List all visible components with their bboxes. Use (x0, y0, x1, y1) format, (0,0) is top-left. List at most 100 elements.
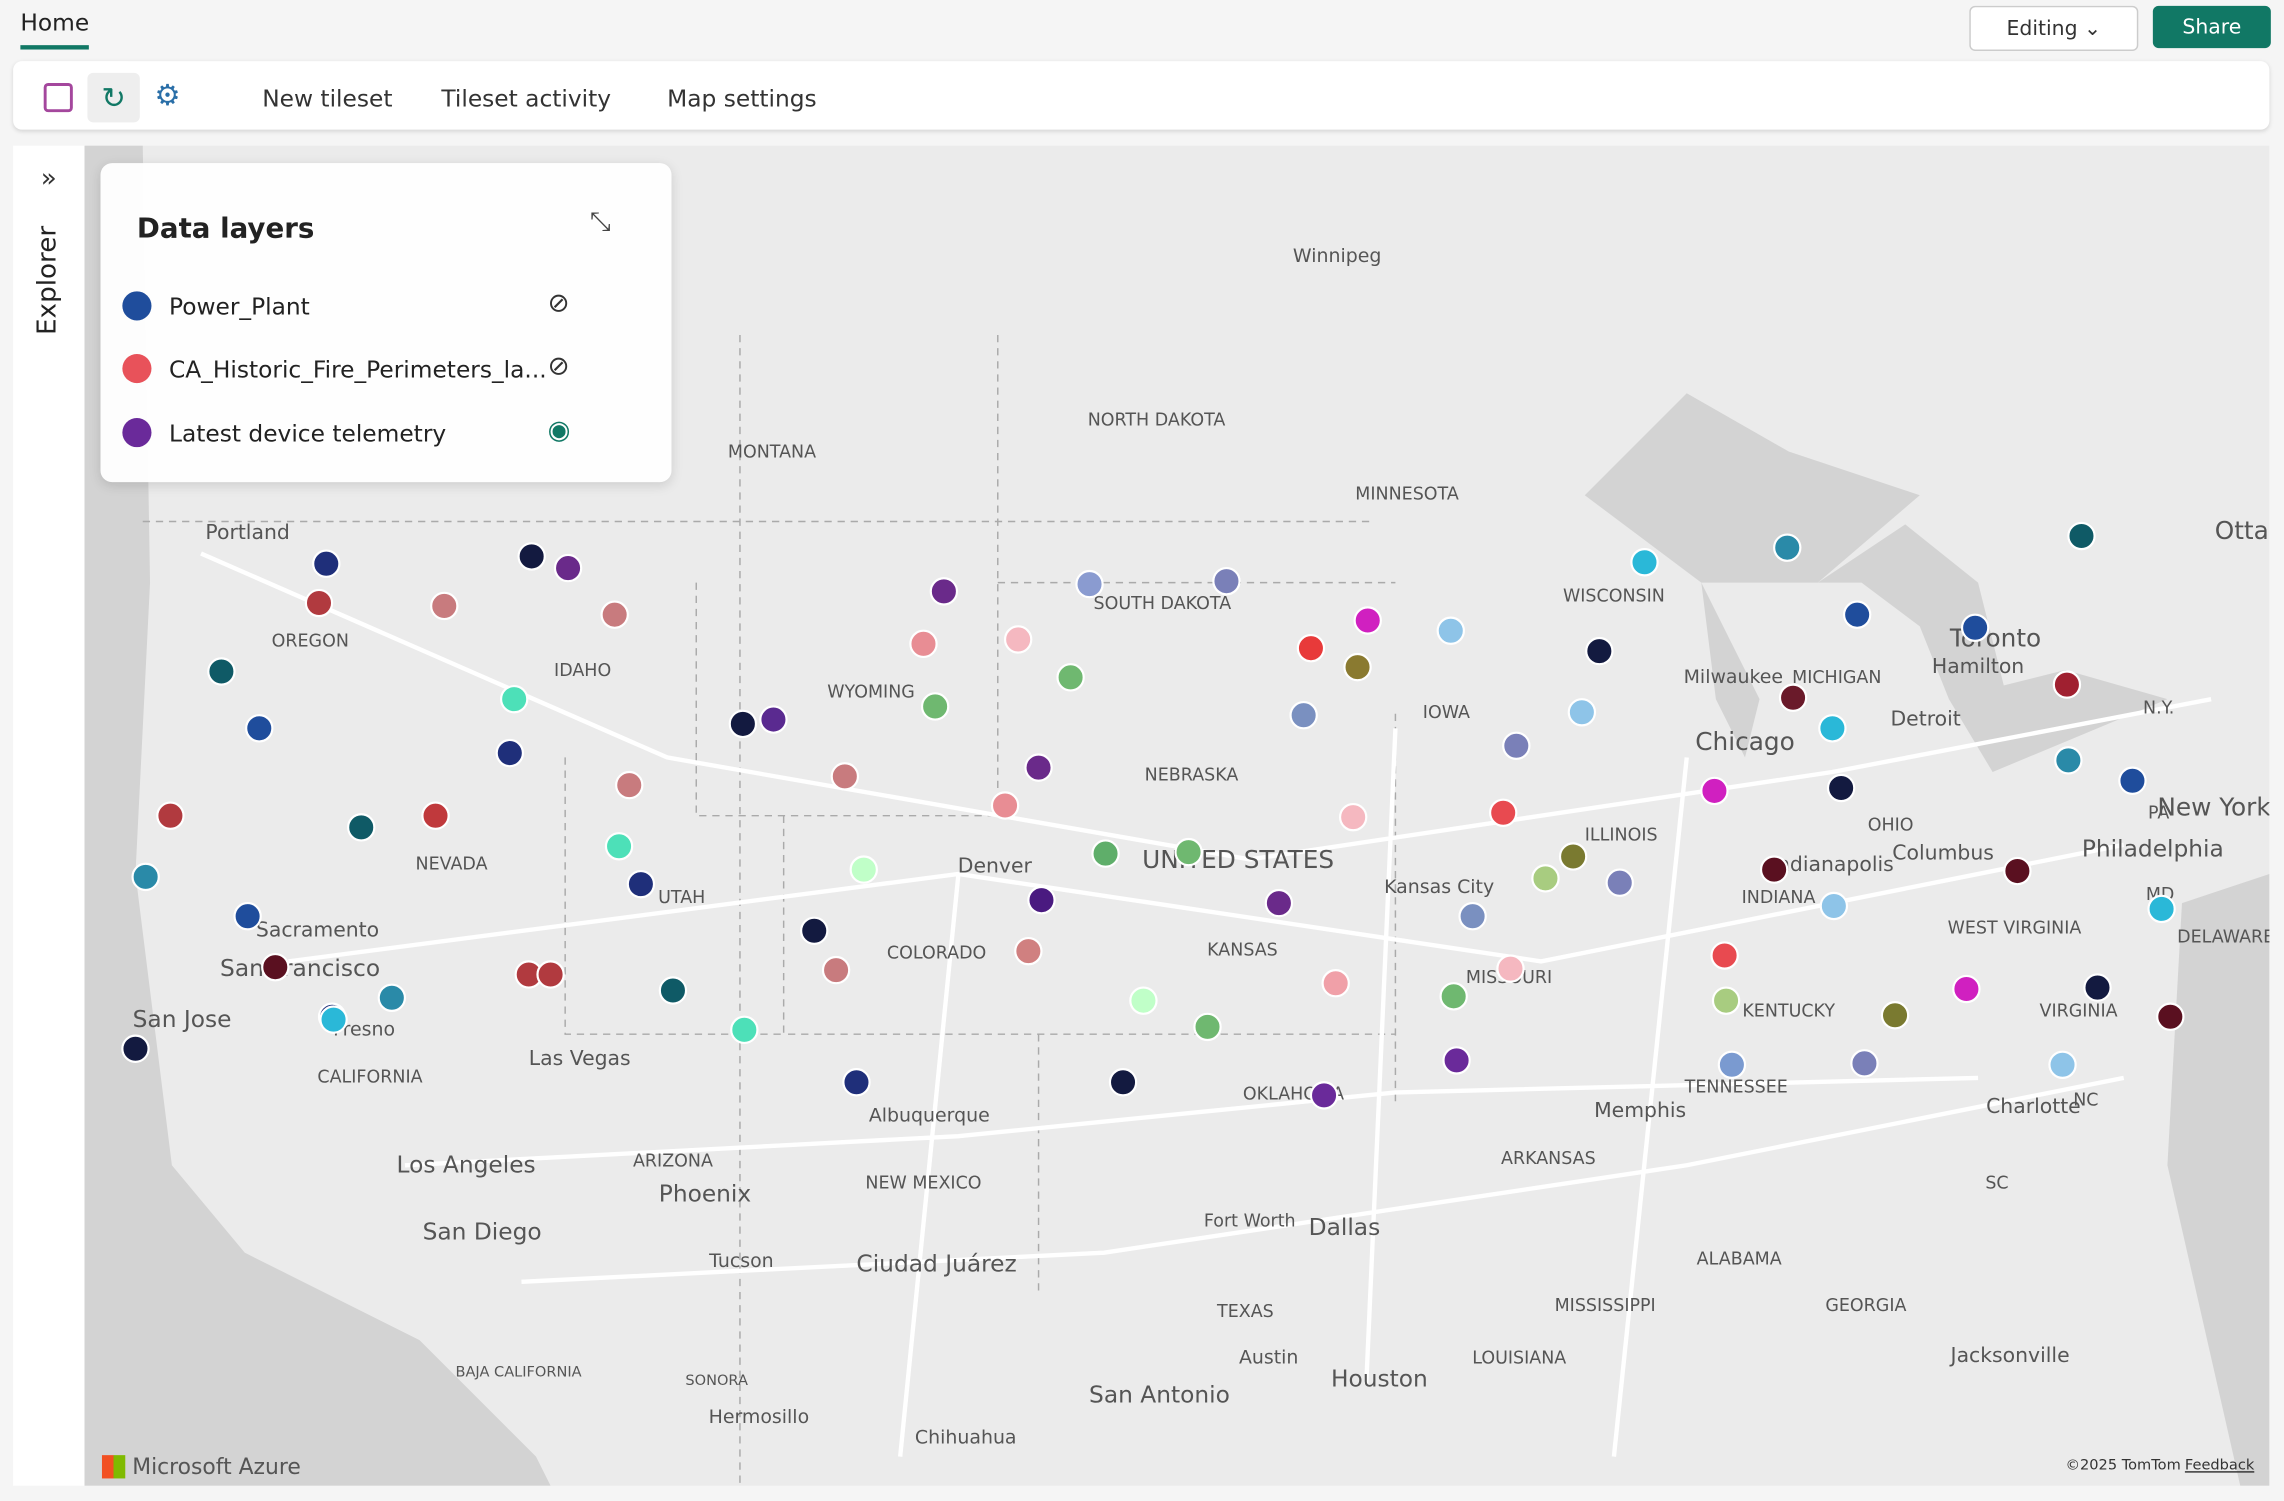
layer-name[interactable]: Latest device telemetry (168, 419, 447, 448)
device-marker[interactable] (347, 813, 376, 842)
device-marker[interactable] (1880, 1001, 1910, 1030)
device-marker[interactable] (1338, 802, 1368, 832)
device-marker[interactable] (1850, 1049, 1879, 1078)
device-marker[interactable] (600, 600, 629, 629)
device-marker[interactable] (1091, 839, 1120, 868)
device-marker[interactable] (615, 770, 644, 800)
device-marker[interactable] (261, 952, 290, 982)
device-marker[interactable] (1489, 798, 1518, 827)
device-marker[interactable] (1075, 569, 1104, 599)
device-marker[interactable] (728, 709, 758, 739)
editing-button[interactable]: Editing ⌄ (1969, 5, 2139, 51)
device-marker[interactable] (1496, 954, 1525, 983)
device-marker[interactable] (1296, 633, 1326, 663)
layer-name[interactable]: CA_Historic_Fire_Perimeters_la... (168, 355, 547, 384)
device-marker[interactable] (495, 738, 525, 768)
device-marker[interactable] (1502, 731, 1531, 760)
device-marker[interactable] (604, 832, 634, 861)
device-marker[interactable] (1174, 837, 1203, 867)
device-marker[interactable] (1700, 776, 1729, 806)
device-marker[interactable] (849, 855, 878, 884)
tileset-activity[interactable]: Tileset activity (441, 84, 612, 113)
device-marker[interactable] (245, 714, 274, 743)
device-marker[interactable] (1960, 613, 1990, 642)
device-marker[interactable] (920, 692, 950, 721)
device-marker[interactable] (1014, 936, 1043, 966)
device-marker[interactable] (2083, 973, 2112, 1002)
device-marker[interactable] (1343, 652, 1372, 682)
device-marker[interactable] (207, 657, 236, 686)
device-marker[interactable] (1436, 616, 1465, 645)
device-marker[interactable] (1309, 1081, 1339, 1110)
device-marker[interactable] (909, 629, 938, 659)
share-button[interactable]: Share (2152, 5, 2271, 49)
feedback[interactable]: Feedback (2184, 1458, 2255, 1475)
device-marker[interactable] (1353, 606, 1382, 635)
device-marker[interactable] (1710, 941, 1739, 970)
hidden-icon[interactable]: ⊘ (547, 288, 570, 319)
device-marker[interactable] (800, 916, 829, 945)
device-marker[interactable] (121, 1034, 150, 1063)
device-marker[interactable] (830, 762, 860, 791)
device-marker[interactable] (131, 862, 160, 892)
visible-icon[interactable]: ◉ (547, 415, 571, 446)
device-marker[interactable] (626, 869, 656, 899)
device-marker[interactable] (1027, 885, 1056, 915)
save-icon[interactable] (43, 83, 73, 113)
device-marker[interactable] (1531, 864, 1560, 893)
refresh-icon[interactable]: ↻ (87, 72, 140, 123)
device-marker[interactable] (2147, 894, 2176, 924)
device-marker[interactable] (1711, 986, 1741, 1015)
device-marker[interactable] (312, 549, 341, 578)
device-marker[interactable] (1567, 698, 1597, 727)
device-marker[interactable] (553, 553, 583, 583)
device-marker[interactable] (1458, 901, 1487, 931)
device-marker[interactable] (1056, 663, 1085, 692)
new-tileset[interactable]: New tileset (262, 84, 393, 113)
device-marker[interactable] (499, 684, 529, 714)
device-marker[interactable] (1439, 982, 1468, 1011)
device-marker[interactable] (1773, 533, 1802, 562)
device-marker[interactable] (2156, 1002, 2185, 1031)
device-marker[interactable] (1558, 842, 1588, 871)
device-marker[interactable] (2052, 670, 2082, 699)
device-marker[interactable] (1289, 700, 1318, 730)
device-marker[interactable] (1442, 1046, 1471, 1075)
device-marker[interactable] (1264, 888, 1294, 918)
device-marker[interactable] (658, 976, 688, 1005)
device-marker[interactable] (1818, 714, 1847, 743)
device-marker[interactable] (1842, 600, 1872, 629)
device-marker[interactable] (1003, 625, 1033, 654)
device-marker[interactable] (1108, 1068, 1138, 1097)
device-marker[interactable] (1605, 868, 1634, 897)
layer-name[interactable]: Power_Plant (168, 292, 310, 321)
device-marker[interactable] (1630, 548, 1659, 577)
device-marker[interactable] (1024, 753, 1053, 782)
device-marker[interactable] (990, 791, 1020, 820)
collapse-icon[interactable]: ⤡ (589, 206, 611, 238)
device-marker[interactable] (1717, 1050, 1747, 1079)
device-marker[interactable] (233, 901, 262, 931)
map-settings[interactable]: Map settings (667, 84, 817, 113)
device-marker[interactable] (929, 577, 959, 606)
device-marker[interactable] (759, 705, 788, 734)
device-marker[interactable] (430, 591, 459, 621)
device-marker[interactable] (2067, 521, 2096, 551)
device-marker[interactable] (2003, 856, 2032, 886)
expand-icon[interactable]: » (40, 163, 57, 194)
device-marker[interactable] (1321, 969, 1350, 998)
device-marker[interactable] (1585, 636, 1614, 666)
device-marker[interactable] (1193, 1012, 1222, 1042)
device-marker[interactable] (821, 955, 851, 985)
device-marker[interactable] (517, 542, 546, 571)
device-marker[interactable] (2054, 746, 2083, 775)
device-marker[interactable] (1819, 891, 1849, 921)
device-marker[interactable] (377, 983, 407, 1012)
device-marker[interactable] (536, 960, 565, 989)
device-marker[interactable] (304, 588, 334, 618)
device-marker[interactable] (842, 1068, 871, 1097)
device-marker[interactable] (730, 1015, 759, 1045)
home-tab[interactable]: Home (20, 9, 90, 50)
device-marker[interactable] (1826, 773, 1856, 803)
device-marker[interactable] (2118, 766, 2147, 795)
